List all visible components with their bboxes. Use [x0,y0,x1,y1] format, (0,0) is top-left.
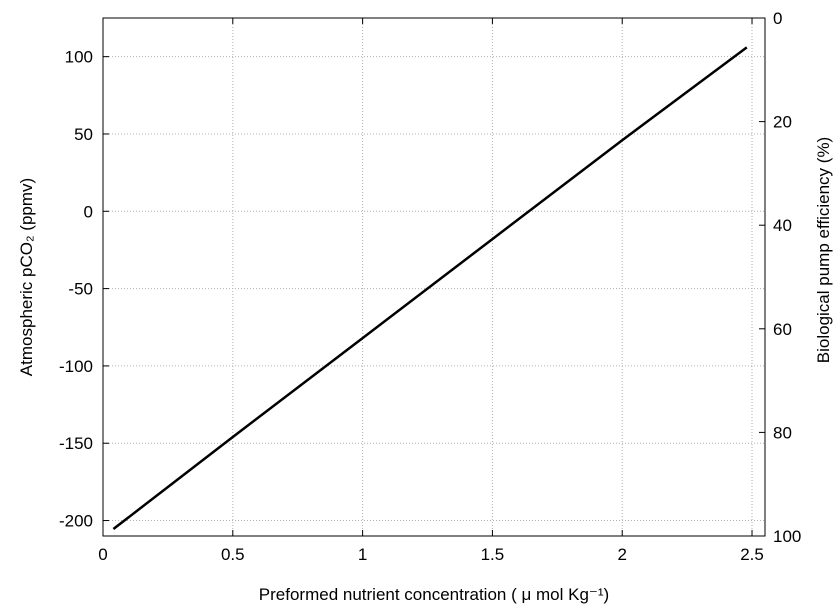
series-line [112,46,748,530]
x-tick-label: 1.5 [481,545,505,564]
x-tick-label: 0 [98,545,107,564]
y-right-tick-label: 80 [773,423,792,442]
y-left-tick-label: -200 [59,512,93,531]
y-left-tick-label: -150 [59,434,93,453]
grid [102,18,765,536]
y-right-tick-label: 20 [773,113,792,132]
y-right-tick-label: 100 [773,527,801,546]
y-left-tick-label: 0 [84,202,93,221]
x-axis-label: Preformed nutrient concentration ( μ mol… [259,585,609,604]
y-left-tick-label: 50 [74,125,93,144]
y-right-tick-label: 60 [773,320,792,339]
x-tick-label: 1 [358,545,367,564]
series [112,46,748,530]
y-axis-left-label: Atmospheric pCO₂ (ppmv) [17,178,36,376]
y-left-tick-label: -50 [68,280,93,299]
x-tick-label: 2.5 [740,545,764,564]
x-tick-label: 0.5 [221,545,245,564]
x-tick-label: 2 [617,545,626,564]
y-axis-left: -200 -150 -100 -50 0 50 100 [59,48,109,531]
y-left-tick-label: -100 [59,357,93,376]
y-right-tick-label: 0 [773,9,782,28]
y-left-tick-label: 100 [65,48,93,67]
x-axis: 0 0.5 1 1.5 2 2.5 [98,18,764,564]
y-axis-right: 0 20 40 60 80 100 [759,9,801,546]
plot-frame [102,17,766,537]
y-right-tick-label: 40 [773,216,792,235]
y-axis-right-label: Biological pump efficiency (%) [814,137,833,363]
